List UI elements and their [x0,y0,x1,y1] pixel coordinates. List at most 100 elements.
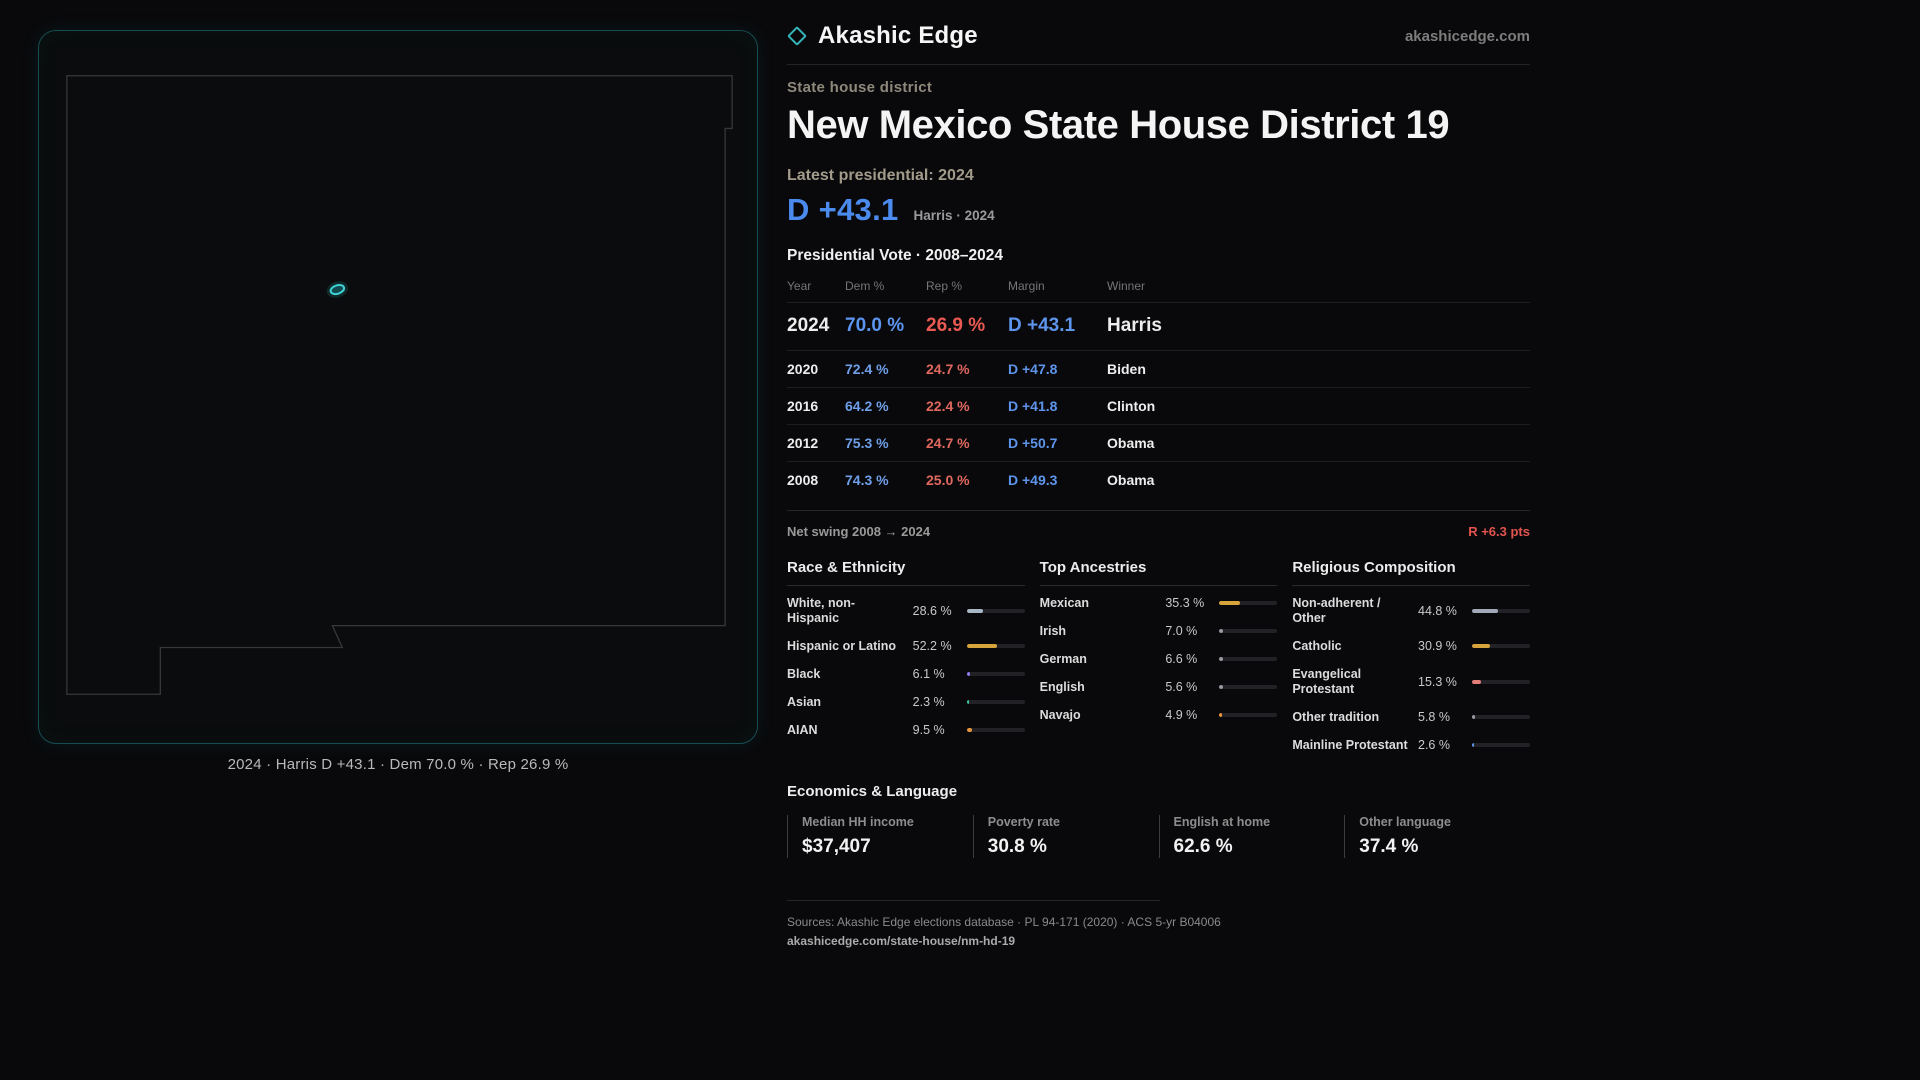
demo-label: Evangelical Protestant [1292,666,1362,696]
bar-fill [966,608,984,613]
cell-margin: D +43.1 [1008,315,1076,336]
demo-row: Navajo 4.9 % [1040,701,1278,729]
demo-row: Other tradition 5.8 % [1292,703,1530,731]
cell-winner: Harris [1107,315,1162,336]
stat-label: Other language [1359,815,1451,829]
demo-value: 7.0 % [1165,624,1198,638]
demographics-grid: Race & Ethnicity White, non-Hispanic 28.… [787,549,1530,759]
sources-line: Sources: Akashic Edge elections database… [787,915,1221,929]
bar-fill [1472,743,1474,747]
cell-dem: 64.2 % [845,398,889,414]
demo-row: English 5.6 % [1040,673,1278,701]
col-rep: Rep % [926,279,963,293]
latest-presidential-label: Latest presidential: 2024 [787,167,974,184]
bar-track [1219,601,1278,605]
demo-label: Navajo [1039,707,1081,722]
demo-value: 6.1 % [912,667,945,681]
brand-name: Akashic Edge [818,22,978,49]
stat-value: 30.8 % [987,836,1047,857]
cell-margin: D +41.8 [1008,398,1058,414]
demo-row: White, non-Hispanic 28.6 % [787,589,1025,632]
col-dem: Dem % [845,279,885,293]
cell-rep: 24.7 % [926,435,970,451]
demo-label: Other tradition [1292,709,1380,724]
bar-track [966,700,1025,704]
demo-label: Hispanic or Latino [787,638,897,653]
bar-fill [1472,608,1498,613]
demo-label: White, non-Hispanic [787,595,856,625]
cell-dem: 75.3 % [845,435,889,451]
cell-winner: Biden [1107,361,1146,377]
demo-label: AIAN [787,722,818,737]
new-mexico-map [66,75,733,695]
net-swing-value: R +6.3 pts [1468,524,1530,539]
footer-divider [787,900,1160,901]
cell-year: 2008 [787,472,819,488]
cell-rep: 25.0 % [926,472,970,488]
vote-table-row: 2012 75.3 % 24.7 % D +50.7 Obama [787,424,1530,461]
cell-rep: 24.7 % [926,361,970,377]
demo-row: AIAN 9.5 % [787,716,1025,744]
vote-table-row: 2008 74.3 % 25.0 % D +49.3 Obama [787,461,1530,498]
brand: Akashic Edge [787,22,978,50]
demo-row: Evangelical Protestant 15.3 % [1292,660,1530,703]
demo-row: Mexican 35.3 % [1040,589,1278,617]
bar-fill [966,672,971,676]
bar-fill [1472,644,1490,648]
religion-column: Religious Composition Non-adherent / Oth… [1292,549,1530,759]
kicker: State house district [787,79,933,96]
demo-label: Non-adherent / Other [1292,595,1381,625]
stat-label: English at home [1173,815,1271,829]
permalink[interactable]: akashicedge.com/state-house/nm-hd-19 [787,934,1016,948]
stat-label: Poverty rate [987,815,1061,829]
brand-domain-link[interactable]: akashicedge.com [1404,27,1530,45]
bar-fill [966,728,973,732]
demo-value: 6.6 % [1165,652,1198,666]
economics-stats: Median HH income $37,407 Poverty rate 30… [787,815,1530,858]
cell-dem: 70.0 % [845,315,905,336]
bar-track [1472,644,1530,648]
headline-note: Harris · 2024 [913,208,995,223]
demo-value: 15.3 % [1418,674,1457,689]
headline-margin: D +43.1 [787,192,899,227]
bar-track [966,644,1025,648]
diamond-logo-icon [787,26,807,46]
cell-year: 2024 [787,315,830,336]
demo-row: Hispanic or Latino 52.2 % [787,632,1025,660]
stat-poverty-rate: Poverty rate 30.8 % [972,815,1159,858]
bar-fill [1219,685,1223,689]
vote-table-title: Presidential Vote · 2008–2024 [787,247,1003,264]
demo-row: Mainline Protestant 2.6 % [1292,731,1530,759]
stat-other-language: Other language 37.4 % [1344,815,1530,858]
stat-median-income: Median HH income $37,407 [787,815,973,858]
demo-row: Non-adherent / Other 44.8 % [1292,589,1530,632]
section-title: Race & Ethnicity [787,549,1025,586]
bar-fill [966,644,997,648]
map-caption: 2024 · Harris D +43.1 · Dem 70.0 % · Rep… [227,756,569,773]
demo-row: German 6.6 % [1040,645,1278,673]
vote-table-row: 2020 72.4 % 24.7 % D +47.8 Biden [787,350,1530,387]
demo-value: 35.3 % [1165,596,1205,610]
demo-row: Black 6.1 % [787,660,1025,688]
district-marker [329,284,346,296]
bar-fill [1219,601,1240,605]
col-margin: Margin [1008,279,1045,293]
cell-winner: Clinton [1107,398,1156,414]
demo-value: 28.6 % [912,603,952,618]
bar-track [966,608,1025,613]
cell-margin: D +49.3 [1008,472,1058,488]
demo-label: Mexican [1039,595,1089,610]
bar-track [1472,715,1530,719]
demo-value: 2.6 % [1418,738,1450,752]
cell-year: 2020 [787,361,819,377]
stat-english-at-home: English at home 62.6 % [1158,815,1345,858]
demo-value: 5.6 % [1165,680,1198,694]
vote-table: Year Dem % Rep % Margin Winner 2024 70.0… [787,274,1530,498]
cell-dem: 72.4 % [845,361,889,377]
demo-label: English [1039,679,1085,694]
section-title: Top Ancestries [1039,549,1278,586]
stat-label: Median HH income [802,815,914,829]
demo-label: German [1039,651,1087,666]
bar-fill [1219,657,1224,661]
demo-label: Black [787,666,821,681]
